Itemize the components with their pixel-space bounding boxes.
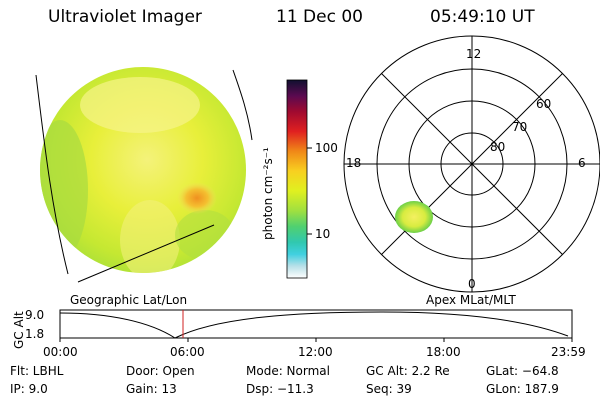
- colorbar-tick-10: 10: [315, 227, 331, 241]
- status-gain: Gain: 13: [126, 382, 177, 396]
- mlat-label-70: 70: [512, 120, 528, 134]
- geographic-grid-line: [77, 224, 215, 283]
- mlt-label-18: 18: [346, 156, 362, 170]
- auroral-oval-spot: [395, 201, 433, 233]
- orbit-ylabel: GC Alt: [12, 311, 26, 349]
- colorbar-unit-label: photon cm⁻²s⁻¹: [261, 147, 275, 240]
- mlt-label-12: 12: [466, 47, 482, 61]
- status-door: Door: Open: [126, 364, 195, 378]
- status-dsp: Dsp: −11.3: [246, 382, 314, 396]
- status-glat: GLat: −64.8: [486, 364, 559, 378]
- auroral-brightening: [177, 182, 217, 214]
- status-mode: Mode: Normal: [246, 364, 330, 378]
- orbit-xtick: 23:59: [551, 345, 586, 359]
- orbit-xtick: 00:00: [43, 345, 78, 359]
- polar-plot: [343, 35, 600, 293]
- orbit-ytick-bottom: 1.8: [25, 327, 45, 341]
- geographic-grid-line: [35, 74, 69, 275]
- observation-date: 11 Dec 00: [276, 7, 363, 27]
- status-gc-alt: GC Alt: 2.2 Re: [366, 364, 450, 378]
- orbit-xtick: 18:00: [426, 345, 461, 359]
- colorbar-tick-100: 100: [315, 141, 338, 155]
- instrument-title: Ultraviolet Imager: [48, 7, 202, 27]
- right-panel-caption: Apex MLat/MLT: [426, 293, 516, 307]
- status-seq: Seq: 39: [366, 382, 412, 396]
- geographic-grid-line: [232, 69, 253, 141]
- orbit-xtick: 12:00: [298, 345, 333, 359]
- mlat-label-80: 80: [490, 140, 506, 154]
- status-ip: IP: 9.0: [10, 382, 48, 396]
- orbit-xtick: 06:00: [170, 345, 205, 359]
- orbit-ytick-top: 9.0: [25, 308, 45, 322]
- status-glon: GLon: 187.9: [486, 382, 559, 396]
- orbit-altitude-plot: [59, 309, 573, 342]
- status-filter: Flt: LBHL: [10, 364, 64, 378]
- mlt-label-0: 0: [468, 277, 476, 291]
- mlt-label-6: 6: [578, 156, 586, 170]
- left-panel-caption: Geographic Lat/Lon: [70, 293, 188, 307]
- observation-time: 05:49:10 UT: [430, 7, 535, 27]
- earth-disk-image: [35, 67, 253, 283]
- colorbar: [286, 79, 312, 279]
- mlat-label-60: 60: [536, 97, 552, 111]
- altitude-curve: [59, 311, 569, 339]
